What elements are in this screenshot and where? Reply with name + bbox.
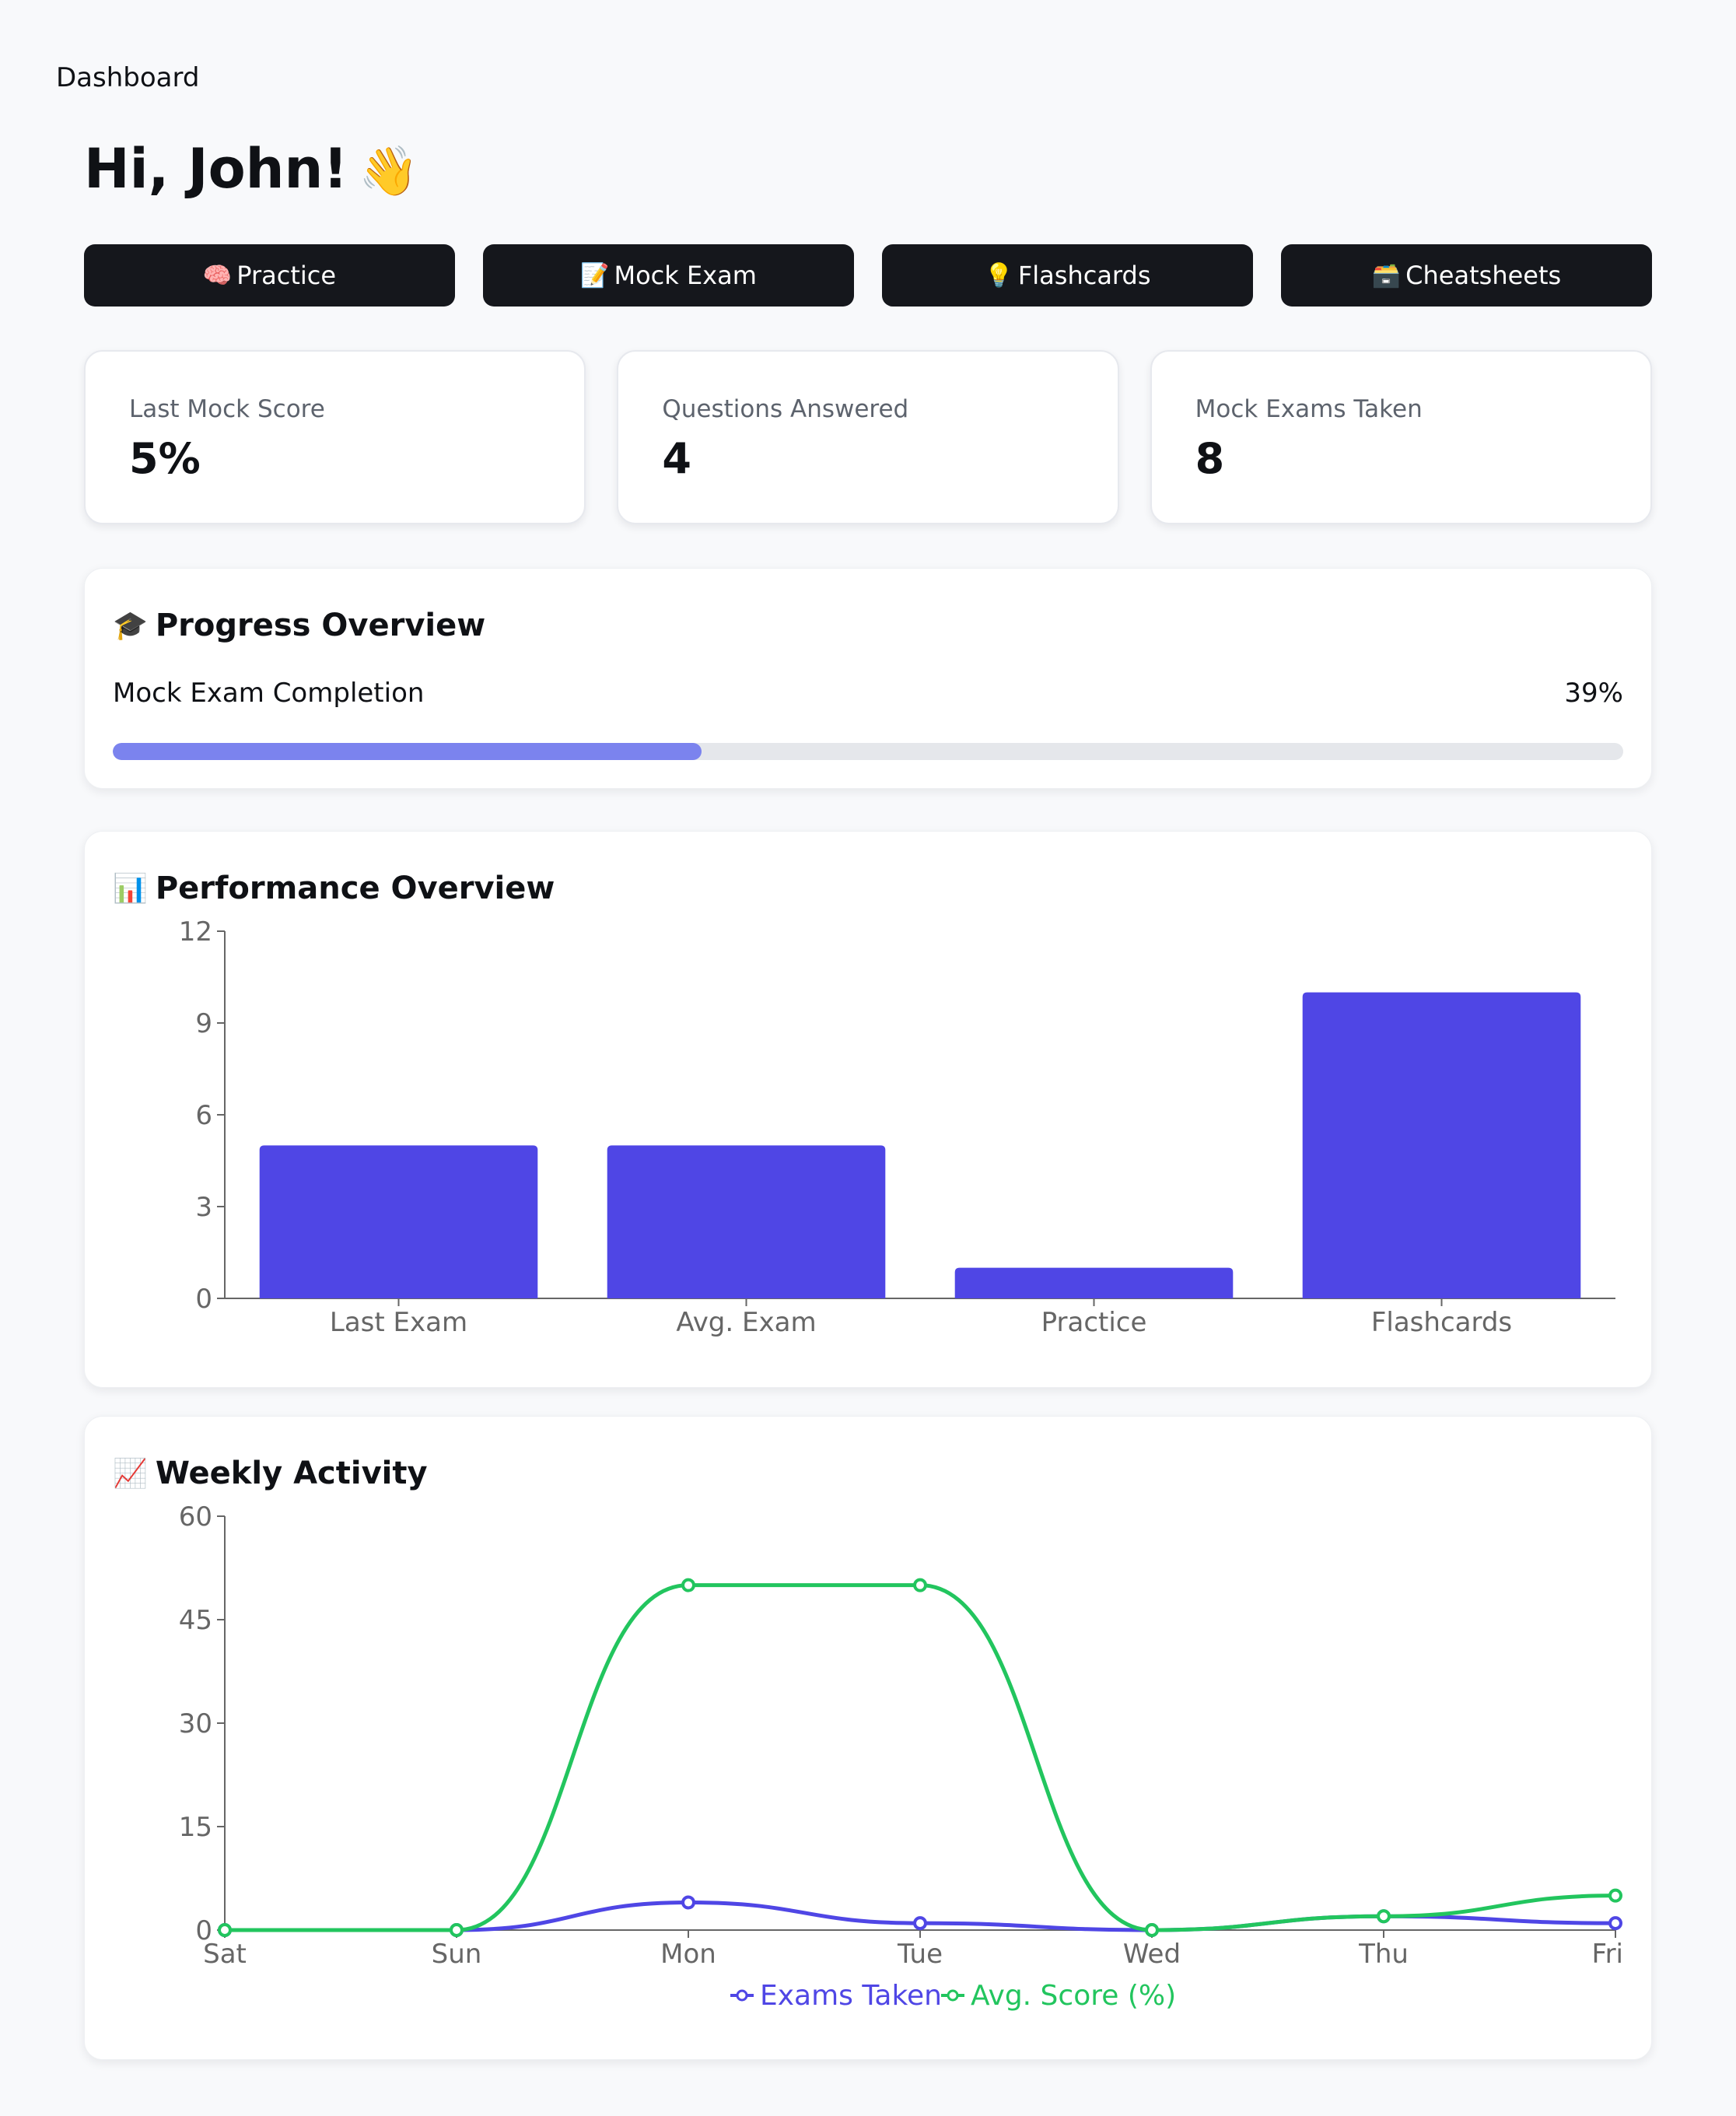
progress-label: Mock Exam Completion bbox=[113, 678, 425, 709]
weekly-activity-title-text: Weekly Activity bbox=[155, 1456, 428, 1491]
x-tick-label: Sun bbox=[432, 1939, 482, 1970]
stat-label: Mock Exams Taken bbox=[1195, 395, 1423, 423]
data-point bbox=[913, 1578, 927, 1592]
stat-card-mock-exams-taken: Mock Exams Taken 8 bbox=[1150, 350, 1652, 524]
progress-overview-title: 🎓 Progress Overview bbox=[113, 608, 485, 643]
x-tick-label: Tue bbox=[897, 1939, 943, 1970]
legend-swatch-marker bbox=[947, 1989, 959, 2002]
progress-overview-card: 🎓 Progress Overview Mock Exam Completion… bbox=[84, 568, 1652, 789]
y-tick-label: 3 bbox=[195, 1192, 212, 1223]
x-tick-label: Sat bbox=[203, 1939, 247, 1970]
series-line bbox=[225, 1583, 1616, 1932]
progress-overview-title-text: Progress Overview bbox=[155, 608, 486, 643]
progress-track bbox=[113, 743, 1623, 760]
x-tick-label: Wed bbox=[1123, 1939, 1181, 1970]
data-point bbox=[1608, 1916, 1622, 1931]
chart-increasing-icon: 📈 bbox=[113, 1458, 148, 1490]
data-point bbox=[1377, 1909, 1391, 1924]
progress-percent: 39% bbox=[1564, 678, 1623, 709]
flashcards-button[interactable]: 💡 Flashcards bbox=[882, 244, 1253, 307]
brain-icon: 🧠 bbox=[202, 261, 233, 289]
stat-label: Questions Answered bbox=[662, 395, 909, 423]
stats-row: Last Mock Score 5% Questions Answered 4 … bbox=[84, 350, 1652, 524]
y-tick-label: 12 bbox=[179, 916, 212, 948]
cheatsheets-button-label: Cheatsheets bbox=[1405, 261, 1562, 290]
bar bbox=[954, 1267, 1234, 1298]
mock-exam-button-label: Mock Exam bbox=[614, 261, 757, 290]
x-tick-label: Flashcards bbox=[1371, 1307, 1512, 1338]
weekly-activity-title: 📈 Weekly Activity bbox=[113, 1456, 428, 1491]
mock-exam-button[interactable]: 📝 Mock Exam bbox=[483, 244, 854, 307]
y-tick-label: 0 bbox=[195, 1915, 212, 1946]
y-tick-label: 9 bbox=[195, 1008, 212, 1039]
bar bbox=[607, 1145, 886, 1298]
quick-actions: 🧠 Practice 📝 Mock Exam 💡 Flashcards 🗃️ C… bbox=[84, 244, 1652, 307]
data-point bbox=[913, 1916, 927, 1931]
legend-label: Avg. Score (%) bbox=[971, 1980, 1176, 2012]
bar bbox=[259, 1145, 538, 1298]
card-file-box-icon: 🗃️ bbox=[1371, 261, 1402, 289]
stat-card-questions-answered: Questions Answered 4 bbox=[617, 350, 1119, 524]
greeting-text: Hi, John! bbox=[84, 137, 348, 201]
y-tick-label: 60 bbox=[179, 1501, 212, 1533]
x-tick-label: Practice bbox=[1041, 1307, 1147, 1338]
performance-bar-chart: 0 3 6 9 12 Last Exam Avg. Exam Practice Flashcar… bbox=[179, 916, 1615, 1338]
memo-icon: 📝 bbox=[580, 261, 610, 289]
bar-chart-icon: 📊 bbox=[113, 873, 148, 905]
y-tick-label: 6 bbox=[195, 1100, 212, 1131]
data-point bbox=[450, 1923, 464, 1937]
graduation-cap-icon: 🎓 bbox=[113, 610, 148, 642]
stat-value: 8 bbox=[1195, 434, 1225, 483]
practice-button-label: Practice bbox=[236, 261, 337, 290]
page-title: Hi, John! 👋 bbox=[84, 137, 418, 201]
legend-swatch-marker bbox=[736, 1989, 748, 2002]
x-tick-label: Thu bbox=[1358, 1939, 1409, 1970]
data-point bbox=[681, 1578, 695, 1592]
practice-button[interactable]: 🧠 Practice bbox=[84, 244, 455, 307]
progress-fill bbox=[113, 743, 702, 760]
x-tick-label: Fri bbox=[1591, 1939, 1623, 1970]
performance-overview-title-text: Performance Overview bbox=[155, 871, 555, 906]
stat-label: Last Mock Score bbox=[129, 395, 325, 423]
y-tick-label: 45 bbox=[179, 1605, 212, 1636]
data-point bbox=[1145, 1923, 1159, 1937]
x-tick-label: Mon bbox=[660, 1939, 716, 1970]
x-tick-label: Last Exam bbox=[330, 1307, 467, 1338]
data-point bbox=[1608, 1888, 1622, 1903]
y-tick-label: 0 bbox=[195, 1284, 212, 1315]
breadcrumb: Dashboard bbox=[56, 62, 200, 93]
performance-overview-title: 📊 Performance Overview bbox=[113, 871, 555, 906]
y-tick-label: 30 bbox=[179, 1708, 212, 1739]
legend-label: Exams Taken bbox=[760, 1980, 942, 2012]
stat-value: 5% bbox=[129, 434, 201, 483]
lightbulb-icon: 💡 bbox=[984, 261, 1013, 289]
data-point bbox=[681, 1895, 695, 1910]
weekly-activity-card: 📈 Weekly Activity 0 15 30 45 60 Sat Sun Mon Tue W… bbox=[84, 1416, 1652, 2060]
x-tick-label: Avg. Exam bbox=[676, 1307, 816, 1338]
performance-overview-card: 📊 Performance Overview 0 3 6 9 12 Last Exam Av… bbox=[84, 831, 1652, 1388]
bar bbox=[1302, 992, 1581, 1298]
waving-hand-icon: 👋 bbox=[359, 142, 419, 199]
data-point bbox=[218, 1923, 232, 1937]
stat-card-last-mock-score: Last Mock Score 5% bbox=[84, 350, 586, 524]
cheatsheets-button[interactable]: 🗃️ Cheatsheets bbox=[1281, 244, 1652, 307]
flashcards-button-label: Flashcards bbox=[1017, 261, 1151, 290]
y-tick-label: 15 bbox=[179, 1812, 212, 1843]
weekly-activity-line-chart: 0 15 30 45 60 Sat Sun Mon Tue Wed Thu Fri Exams Take… bbox=[179, 1501, 1623, 2012]
stat-value: 4 bbox=[662, 434, 691, 483]
